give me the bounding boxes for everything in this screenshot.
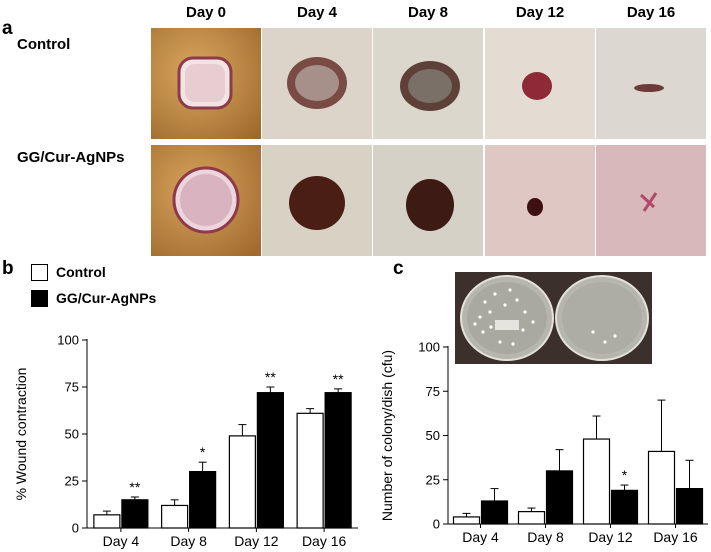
wound-xtick-label-3: Day 16 <box>302 533 347 549</box>
day-header-0: Day 0 <box>185 4 227 21</box>
colony-ytick-label-0: 0 <box>433 517 440 532</box>
colony-bar-treated-2 <box>610 489 639 525</box>
wound-bar-control-3 <box>296 412 324 529</box>
panel-letter-c: c <box>393 258 404 279</box>
wound-ytick-label-0: 0 <box>72 521 79 536</box>
colony-bar-treated-1 <box>545 470 574 525</box>
wound-photo-treated-day8 <box>373 145 483 256</box>
legend-swatch-treated <box>31 290 48 307</box>
petri-dish-photo <box>455 272 652 364</box>
wound-photo-control-day16 <box>596 28 706 139</box>
wound-significance-1: * <box>200 444 206 460</box>
colony-significance-2: * <box>622 467 628 483</box>
colony-bar-treated-3 <box>675 488 704 525</box>
row-label-treated: GG/Cur-AgNPs <box>17 149 125 166</box>
wound-bar-treated-0 <box>121 499 149 529</box>
colony-ytick-label-3: 75 <box>426 384 440 399</box>
colony-bar-control-3 <box>647 450 676 525</box>
wound-xtick-label-2: Day 12 <box>234 533 279 549</box>
legend-label-control: Control <box>56 264 106 280</box>
panel-letter-b: b <box>2 258 14 279</box>
wound-significance-0: ** <box>129 479 140 495</box>
wound-photo-control-day8 <box>373 28 483 139</box>
wound-bar-treated-3 <box>324 392 352 529</box>
wound-photo-treated-day16 <box>596 145 706 256</box>
wound-xtick-label-1: Day 8 <box>170 533 207 549</box>
wound-photo-control-day0 <box>151 28 261 139</box>
colony-xtick-label-3: Day 16 <box>653 529 698 545</box>
wound-ytick-label-3: 75 <box>65 380 79 395</box>
wound-photo-control-day12 <box>485 28 595 139</box>
wound-bar-control-2 <box>228 435 256 529</box>
day-header-4: Day 4 <box>296 4 338 21</box>
row-label-control: Control <box>17 36 71 53</box>
wound-xtick-label-0: Day 4 <box>103 533 140 549</box>
day-header-12: Day 12 <box>515 4 565 21</box>
day-header-8: Day 8 <box>407 4 449 21</box>
wound-ytick-label-4: 100 <box>57 333 79 348</box>
wound-bar-control-1 <box>161 504 189 529</box>
wound-photo-treated-day0 <box>151 145 261 256</box>
wound-significance-2: ** <box>265 369 276 385</box>
wound-photo-treated-day12 <box>485 145 595 256</box>
wound-ylabel: % Wound contraction <box>13 368 29 501</box>
wound-bar-treated-2 <box>256 392 284 529</box>
wound-ytick-label-2: 50 <box>65 427 79 442</box>
wound-ytick-label-1: 25 <box>65 474 79 489</box>
colony-ylabel: Number of colony/dish (cfu) <box>379 350 395 521</box>
colony-ytick-label-2: 50 <box>426 428 440 443</box>
colony-bar-treated-0 <box>480 500 509 525</box>
wound-photo-control-day4 <box>262 28 372 139</box>
colony-bar-control-1 <box>517 511 546 525</box>
colony-xtick-label-0: Day 4 <box>462 529 499 545</box>
wound-contraction-chart: 0 25 50 75 100 % Wound contraction Day 4 ** Day … <box>13 333 358 549</box>
colony-ytick-label-1: 25 <box>426 472 440 487</box>
wound-significance-3: ** <box>333 371 344 387</box>
legend-label-treated: GG/Cur-AgNPs <box>56 290 157 306</box>
colony-ytick-label-4: 100 <box>418 340 440 355</box>
colony-xtick-label-2: Day 12 <box>588 529 633 545</box>
day-header-16: Day 16 <box>626 4 676 21</box>
wound-bar-treated-1 <box>189 471 217 529</box>
colony-xtick-label-1: Day 8 <box>527 529 564 545</box>
wound-photo-treated-day4 <box>262 145 372 256</box>
wound-bar-control-0 <box>93 514 121 529</box>
colony-bar-control-0 <box>452 516 481 525</box>
legend-swatch-control <box>31 264 48 281</box>
colony-bar-control-2 <box>582 438 611 525</box>
panel-letter-a: a <box>2 18 13 39</box>
colony-count-chart: 0 25 50 75 100 Number of colony/dish (cfu) Day… <box>379 340 708 545</box>
